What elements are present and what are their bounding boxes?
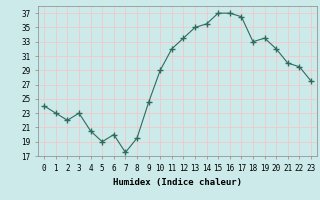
X-axis label: Humidex (Indice chaleur): Humidex (Indice chaleur): [113, 178, 242, 187]
